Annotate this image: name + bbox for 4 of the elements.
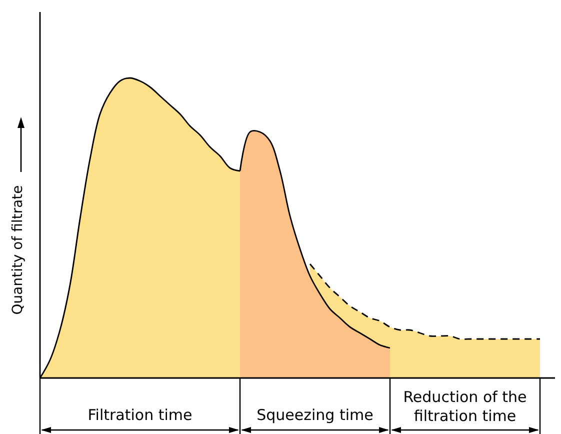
- text: Filtration time: [88, 406, 192, 424]
- text: Reduction of the filtration time: [403, 388, 527, 425]
- text: Squeezing time: [256, 406, 374, 424]
- y-axis-title: Quantity of filtrate: [10, 185, 26, 315]
